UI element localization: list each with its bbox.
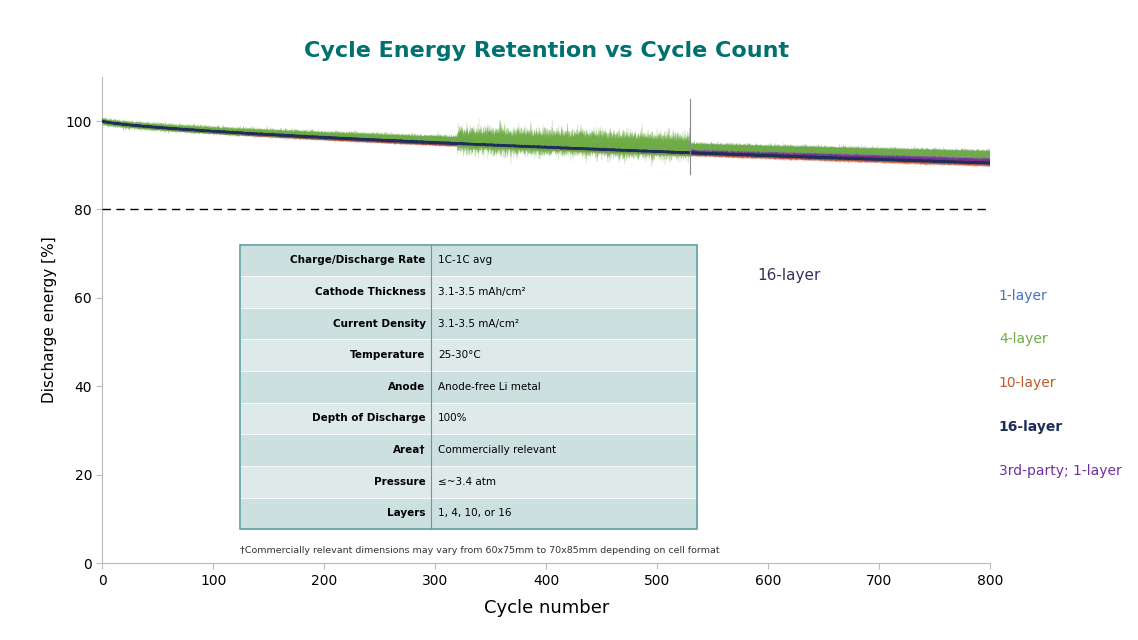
X-axis label: Cycle number: Cycle number (484, 599, 609, 617)
FancyBboxPatch shape (240, 339, 698, 371)
Title: Cycle Energy Retention vs Cycle Count: Cycle Energy Retention vs Cycle Count (304, 42, 789, 61)
Text: Anode: Anode (388, 382, 426, 392)
Text: Current Density: Current Density (332, 319, 426, 329)
FancyBboxPatch shape (240, 403, 698, 435)
Text: Charge/Discharge Rate: Charge/Discharge Rate (290, 255, 426, 266)
Text: 1-layer: 1-layer (999, 289, 1048, 303)
FancyBboxPatch shape (240, 466, 698, 497)
FancyBboxPatch shape (240, 308, 698, 339)
Text: 16-layer: 16-layer (999, 420, 1063, 434)
FancyBboxPatch shape (240, 276, 698, 308)
Text: Pressure: Pressure (373, 477, 426, 487)
Text: 3rd-party; 1-layer: 3rd-party; 1-layer (999, 464, 1122, 478)
Text: 4-layer: 4-layer (999, 332, 1048, 346)
FancyBboxPatch shape (240, 435, 698, 466)
Text: 25-30°C: 25-30°C (438, 350, 480, 360)
Text: Cathode Thickness: Cathode Thickness (314, 287, 426, 297)
Y-axis label: Discharge energy [%]: Discharge energy [%] (42, 237, 57, 403)
Text: ≤~3.4 atm: ≤~3.4 atm (438, 477, 496, 487)
Text: 3.1-3.5 mA/cm²: 3.1-3.5 mA/cm² (438, 319, 519, 329)
FancyBboxPatch shape (240, 244, 698, 276)
Text: Area†: Area† (393, 445, 426, 455)
Text: Temperature: Temperature (351, 350, 426, 360)
Text: Anode-free Li metal: Anode-free Li metal (438, 382, 541, 392)
Text: †Commercially relevant dimensions may vary from 60x75mm to 70x85mm depending on : †Commercially relevant dimensions may va… (240, 546, 719, 555)
Text: 100%: 100% (438, 413, 468, 424)
FancyBboxPatch shape (240, 371, 698, 403)
Text: Commercially relevant: Commercially relevant (438, 445, 556, 455)
Text: 1, 4, 10, or 16: 1, 4, 10, or 16 (438, 508, 511, 518)
FancyBboxPatch shape (240, 497, 698, 529)
Text: Depth of Discharge: Depth of Discharge (312, 413, 426, 424)
Text: 10-layer: 10-layer (999, 376, 1056, 390)
Text: Layers: Layers (387, 508, 426, 518)
Text: 3.1-3.5 mAh/cm²: 3.1-3.5 mAh/cm² (438, 287, 526, 297)
Text: 1C-1C avg: 1C-1C avg (438, 255, 492, 266)
Text: 16-layer: 16-layer (757, 268, 820, 284)
